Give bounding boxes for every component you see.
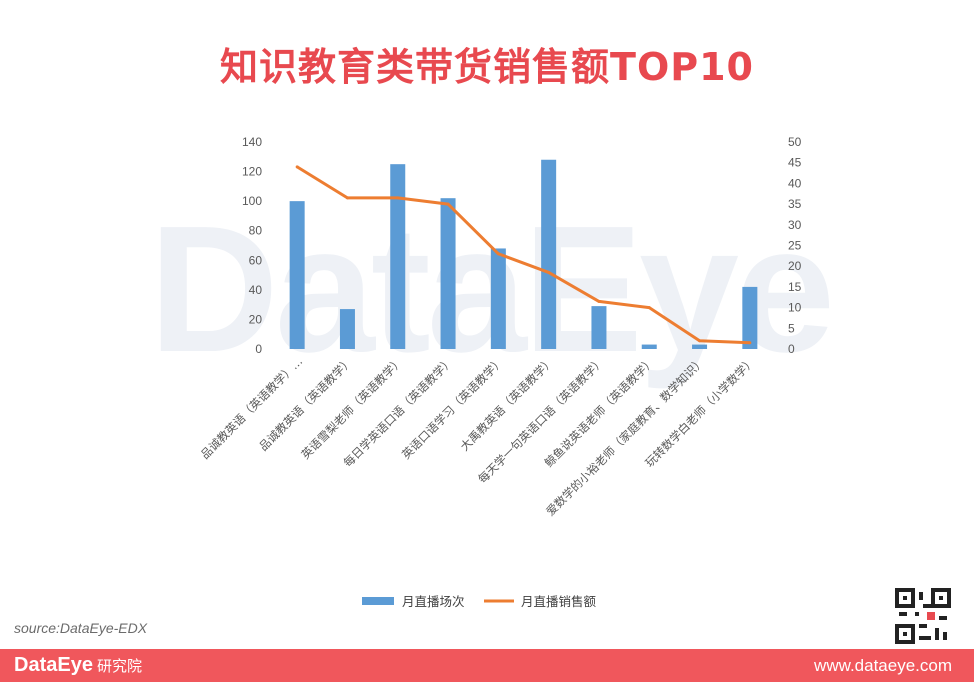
bar <box>339 309 355 349</box>
line-point <box>698 339 702 343</box>
line-point <box>597 299 601 303</box>
category-label: 英语口语学习（英语教学） <box>399 354 506 461</box>
right-tick-label: 50 <box>788 135 802 149</box>
bar <box>742 286 758 349</box>
right-tick-label: 25 <box>788 239 802 253</box>
right-tick-label: 15 <box>788 280 802 294</box>
category-label: 品诚教英语（英语教学） <box>256 354 355 453</box>
series-line <box>296 165 750 345</box>
left-tick-label: 140 <box>242 135 262 149</box>
bar <box>641 344 657 349</box>
bar <box>390 164 406 349</box>
right-tick-label: 10 <box>788 301 802 315</box>
line-point <box>748 341 752 345</box>
line-point <box>295 165 299 169</box>
right-tick-label: 5 <box>788 321 795 335</box>
category-label: 英语雪梨老师（英语教学） <box>298 354 405 461</box>
bar <box>440 198 456 349</box>
chart-title: 知识教育类带货销售额TOP10 <box>220 45 754 89</box>
line-point <box>345 196 349 200</box>
qr-code[interactable] <box>895 588 951 644</box>
bar <box>289 201 305 349</box>
category-label: 大禹教英语（英语教学） <box>457 354 556 453</box>
left-tick-label: 20 <box>249 312 263 326</box>
line-point <box>446 202 450 206</box>
left-tick-label: 80 <box>249 224 263 238</box>
line-point <box>647 306 651 310</box>
legend-bar-label: 月直播场次 <box>402 594 465 609</box>
footer-brand-sub: 研究院 <box>96 658 142 675</box>
left-tick-label: 0 <box>255 342 262 356</box>
right-tick-label: 40 <box>788 176 802 190</box>
line-point <box>396 196 400 200</box>
footer-brand: DataEye 研究院 <box>14 654 142 677</box>
line-point <box>496 252 500 256</box>
bar <box>591 306 607 349</box>
footer-brand-name: DataEye <box>14 654 93 676</box>
left-axis: 0 20 40 60 80 100 120 140 <box>242 135 262 356</box>
source-note: source:DataEye-EDX <box>14 620 148 636</box>
category-label: 品诚教英语（英语教学）… <box>198 354 305 461</box>
right-tick-label: 20 <box>788 259 802 273</box>
bar <box>692 344 708 349</box>
footer-url[interactable]: www.dataeye.com <box>814 656 952 675</box>
bar <box>541 159 557 349</box>
bar-series <box>289 159 758 349</box>
right-tick-label: 0 <box>788 342 795 356</box>
footer-bar: DataEye 研究院 www.dataeye.com <box>0 649 974 682</box>
right-tick-label: 30 <box>788 218 802 232</box>
category-labels: 品诚教英语（英语教学）…品诚教英语（英语教学）英语雪梨老师（英语教学）每日学英语… <box>198 354 758 518</box>
right-axis: 0 5 10 15 20 25 30 35 40 45 50 <box>788 135 802 356</box>
legend-bar-swatch <box>362 597 394 605</box>
left-tick-label: 120 <box>242 165 262 179</box>
left-tick-label: 100 <box>242 194 262 208</box>
right-tick-label: 45 <box>788 156 802 170</box>
line-series <box>295 165 752 345</box>
left-tick-label: 40 <box>249 283 263 297</box>
legend: 月直播场次 月直播销售额 <box>362 594 597 609</box>
bar <box>490 248 506 349</box>
line-point <box>547 270 551 274</box>
left-tick-label: 60 <box>249 253 263 267</box>
legend-line-label: 月直播销售额 <box>521 594 597 609</box>
right-tick-label: 35 <box>788 197 802 211</box>
